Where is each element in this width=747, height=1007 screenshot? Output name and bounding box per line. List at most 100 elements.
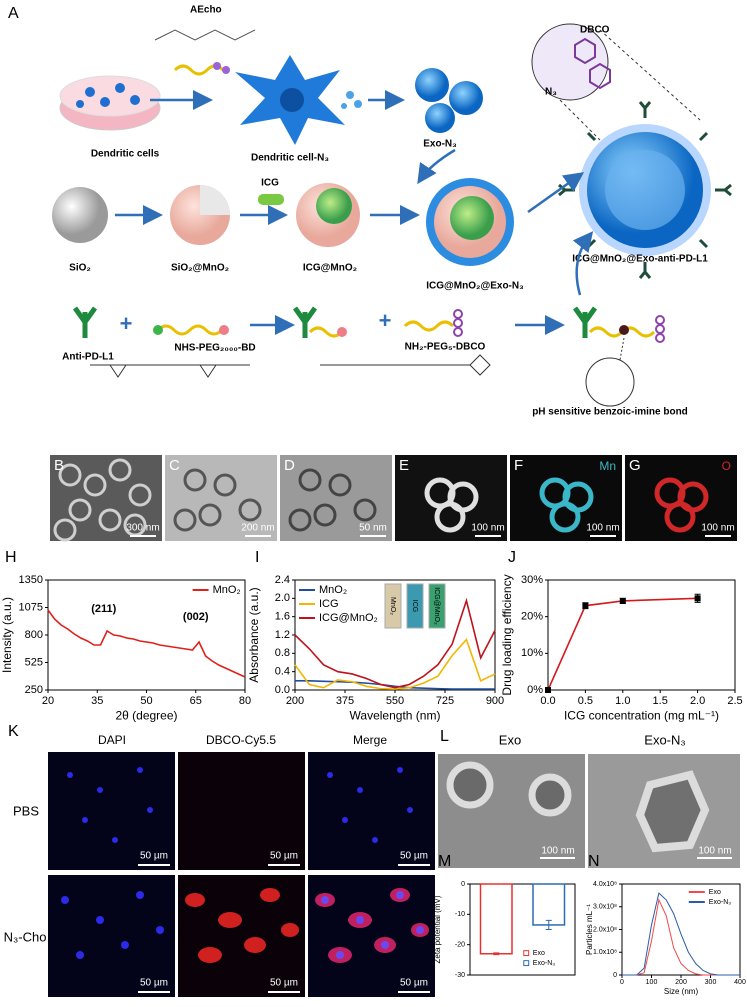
micrographs: B 300 nm C 200 nm D 50 nm E 100 nm F Mn 100 nm G O 10… [50,455,737,542]
x-tick-label: 80 [239,695,251,707]
panel-letter: E [399,457,409,474]
y-tick-label: 3.0x10⁸ [593,904,617,911]
y-tick-label: 0.8 [275,647,290,659]
series-line [547,597,698,691]
y-tick-label: 1075 [19,601,43,613]
scale-label: 50 µm [400,978,428,989]
panel-letter: H [5,549,17,566]
x-tick-label: 1.5 [653,695,668,707]
zoom-lines [559,29,701,141]
core [605,150,685,230]
y-tick-label: 20% [521,611,543,623]
vesicle [635,770,710,853]
y-tick-label: 2.0 [275,592,290,604]
scale-label: 100 nm [701,523,734,534]
plot-frame [469,883,576,976]
panel-letter: G [629,457,641,474]
particle [128,483,152,507]
label: ICG@MnO₂@Exo-anti-PD-L1 [572,254,708,265]
label: DBCO [580,25,610,36]
y-tick-label: 1.2 [275,629,290,641]
legend-label: Exo-N₃ [533,960,555,967]
x-tick-label: 400 [734,979,746,986]
series-line [294,638,496,690]
y-axis-label: Intensity (a.u.) [0,597,14,673]
particle [98,508,122,532]
magnifier [585,357,635,407]
scale-bars: 50 µm 50 µm 50 µm 50 µm 50 µm 50 µm [138,851,430,993]
x-tick-label: 2.0 [690,695,705,707]
particle [68,498,92,522]
x-tick-label: 0.5 [578,695,593,707]
x-tick-label: 0.0 [540,695,555,707]
x-tick-label: 35 [91,695,103,707]
label: pH sensitive benzoic-imine bond [532,407,688,418]
scale-label: 50 µm [400,851,428,862]
icg-pill [258,194,284,205]
exosomes [415,68,483,133]
nhs-structure [90,364,250,378]
y-tick-label: 1.6 [275,611,290,623]
scale-label: 100 nm [698,846,731,857]
scale-label: 50 µm [270,978,298,989]
zoom-line [619,337,625,361]
particle [353,498,377,522]
cells [76,83,140,108]
x-tick-label: 300 [705,979,717,986]
label: ICG@MnO₂@Exo-N₃ [426,281,524,292]
x-axis-label: 2θ (degree) [115,709,177,723]
bar [532,883,566,926]
bead [337,327,347,337]
x-tick-label: 1.0 [615,695,630,707]
dbco-rings [655,315,665,343]
plot-frame [547,579,736,691]
aecho-structure [154,29,256,41]
error-bar [545,919,552,930]
antibody [572,306,598,338]
plot-frame [47,579,246,691]
legend-label: MnO₂ [319,584,347,596]
x-axis-label: Size (nm) [664,987,699,996]
panel-letter: J [508,549,516,566]
chain [308,326,344,338]
column-title: DAPI [98,733,126,747]
panel-k: K DAPI DBCO-Cy5.5 Merge PBS N₃-Cho 50 µm… [4,723,435,997]
micrograph [50,455,162,541]
x-tick-label: 900 [486,695,504,707]
vial [406,583,424,629]
particle [53,518,77,542]
label: ICG@MnO₂ [303,263,357,274]
core [450,196,494,240]
legend-swatch [523,950,530,957]
y-tick-label: 0 [461,881,465,888]
label: Anti-PD-L1 [62,352,114,363]
panel-letter: C [169,457,180,474]
panel-letter: M [438,853,451,870]
particle [298,468,322,492]
y-tick-label: 0.4 [275,666,290,678]
bead [222,66,230,74]
particle [173,508,197,532]
vesicles [341,91,362,109]
particle [288,508,312,532]
scale-label: 100 nm [586,523,619,534]
plus: + [120,311,133,336]
vial-label: ICG@MnO₂ [433,587,440,625]
scale-label: 300 nm [126,523,159,534]
petri-dish-top [59,75,161,117]
x-tick-label: 100 [646,979,658,986]
label: ICG [261,178,279,189]
y-tick-label: -10 [455,911,465,918]
annotation: (002) [183,611,209,623]
micrograph [165,455,277,541]
y-tick-label: -30 [455,972,465,979]
y-axis-label: Zeta potential (mV) [433,895,442,963]
vial-label: MnO₂ [389,597,396,615]
column-title: Exo-N₃ [644,732,685,747]
particle [549,501,581,533]
x-tick-label: 2.5 [727,695,742,707]
legend-label: Exo-N₃ [709,899,731,906]
panel-letter: F [514,457,523,474]
scale-label: 50 µm [270,851,298,862]
